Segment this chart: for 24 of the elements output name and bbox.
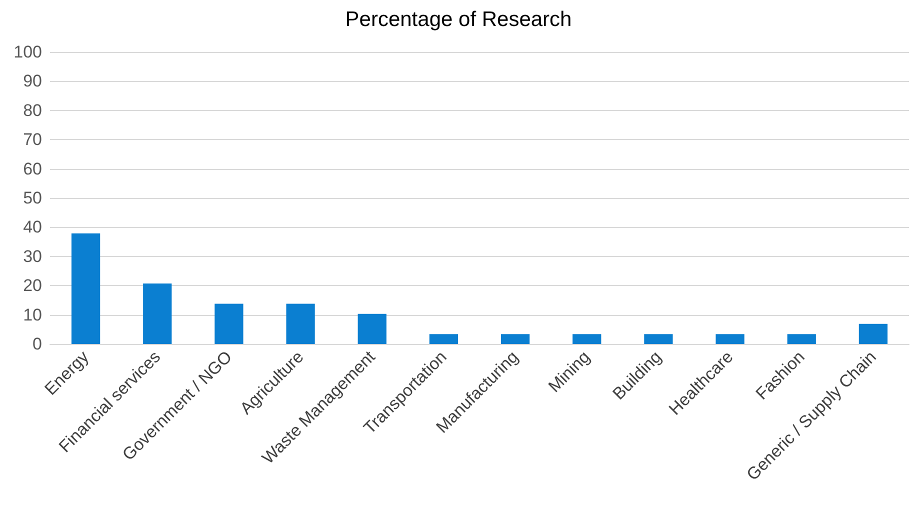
bar — [644, 334, 673, 344]
y-tick-label: 100 — [14, 42, 42, 62]
y-tick-label: 20 — [23, 276, 42, 296]
y-tick-label: 0 — [32, 334, 42, 354]
bar — [143, 284, 172, 344]
y-tick-label: 40 — [23, 218, 42, 237]
y-tick-label: 50 — [23, 188, 42, 208]
bar — [787, 334, 816, 344]
y-tick-label: 10 — [23, 305, 42, 324]
bar — [858, 324, 888, 344]
y-tick-label: 60 — [23, 159, 42, 178]
bar — [716, 334, 744, 344]
bar — [500, 334, 530, 344]
y-tick-label: 80 — [23, 100, 42, 120]
bar — [358, 314, 386, 344]
y-tick-label: 30 — [23, 246, 42, 266]
chart-title: Percentage of Research — [345, 8, 572, 31]
bar — [214, 304, 244, 344]
bar — [572, 334, 602, 344]
bar — [429, 334, 458, 344]
bar — [286, 304, 315, 344]
y-tick-label: 70 — [23, 130, 42, 150]
bar — [71, 233, 100, 344]
y-tick-label: 90 — [23, 72, 42, 91]
